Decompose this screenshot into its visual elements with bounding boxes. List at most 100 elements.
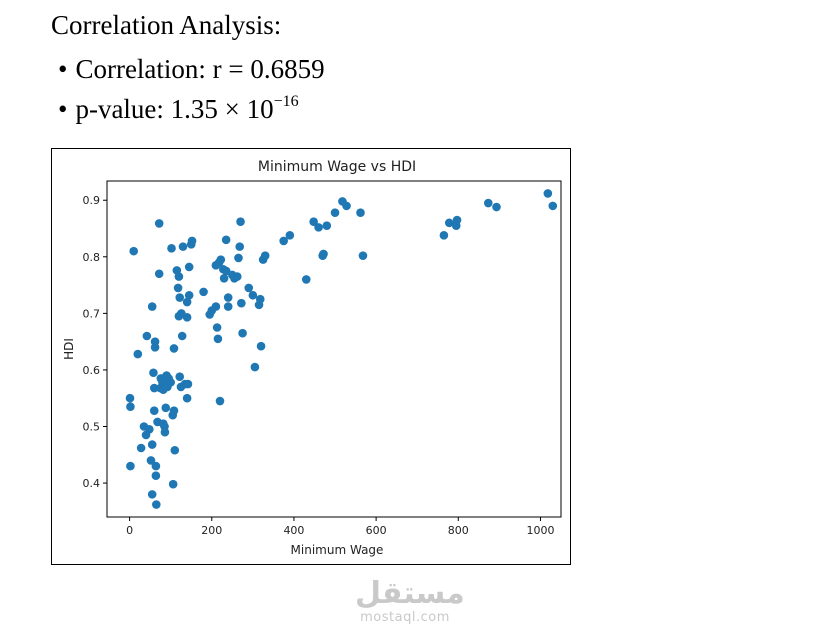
pvalue-bullet: • p-value: 1.35 × 10−16	[58, 93, 299, 125]
y-tick-label: 0.8	[83, 251, 101, 264]
scatter-point	[330, 208, 340, 217]
scatter-point	[319, 249, 328, 259]
correlation-text: Correlation: r = 0.6859	[75, 54, 325, 84]
scatter-point	[152, 500, 161, 509]
scatter-point	[169, 406, 179, 415]
scatter-point	[356, 208, 365, 217]
scatter-point	[125, 393, 135, 403]
scatter-point	[543, 189, 553, 198]
scatter-point	[211, 302, 221, 311]
scatter-point	[358, 251, 368, 260]
scatter-point	[223, 293, 233, 302]
scatter-point	[322, 221, 332, 230]
scatter-point	[184, 262, 194, 272]
scatter-point	[154, 219, 164, 228]
scatter-point	[235, 242, 245, 251]
scatter-point	[492, 202, 501, 212]
scatter-point	[126, 461, 135, 471]
scatter-point	[187, 236, 197, 246]
plot-area	[106, 180, 562, 518]
scatter-point	[237, 298, 246, 308]
scatter-point	[183, 379, 193, 389]
scatter-point	[256, 341, 266, 351]
scatter-point	[236, 217, 245, 227]
scatter-point	[174, 272, 184, 281]
y-tick-label: 0.4	[83, 477, 101, 490]
chart-frame: Minimum Wage vs HDI 0 200 400 600 800 1000 0.…	[51, 148, 571, 565]
scatter-point	[145, 425, 154, 434]
scatter-point	[548, 201, 558, 211]
scatter-point	[221, 235, 231, 245]
scatter-point	[314, 223, 323, 232]
scatter-point	[150, 337, 160, 346]
scatter-point	[244, 283, 254, 293]
scatter-point	[151, 471, 161, 481]
scatter-point	[182, 393, 192, 403]
bullet-dot: •	[58, 94, 68, 124]
scatter-point	[212, 323, 222, 332]
scatter-point	[285, 231, 295, 240]
chart-title: Minimum Wage vs HDI	[258, 159, 416, 175]
scatter-point	[175, 293, 185, 302]
scatter-point	[147, 440, 157, 449]
scatter-point	[232, 272, 242, 281]
scatter-point	[149, 368, 158, 378]
y-tick-label: 0.9	[83, 194, 101, 207]
scatter-point	[154, 269, 164, 279]
scatter-point	[439, 231, 449, 240]
scatter-point	[184, 290, 194, 300]
watermark: مستقل mostaql.com	[355, 578, 465, 626]
y-tick-label: 0.5	[83, 420, 101, 433]
bullet-dot: •	[58, 54, 68, 84]
scatter-point	[178, 242, 188, 251]
scatter-point	[149, 383, 159, 393]
x-axis-ticks: 0 200 400 600 800 1000	[126, 517, 554, 537]
scatter-point	[238, 328, 247, 338]
x-tick-label: 600	[366, 524, 387, 537]
scatter-point	[452, 215, 462, 225]
scatter-point	[234, 253, 243, 263]
scatter-point	[250, 362, 260, 372]
watermark-url: mostaql.com	[360, 610, 450, 625]
scatter-point	[213, 334, 223, 344]
x-tick-label: 200	[201, 524, 222, 537]
scatter-point	[221, 266, 231, 276]
scatter-point	[136, 443, 146, 453]
scatter-point	[142, 331, 152, 341]
pvalue-exponent: −16	[273, 93, 299, 110]
scatter-point	[126, 402, 135, 411]
x-axis-label: Minimum Wage	[291, 543, 384, 557]
scatter-chart: Minimum Wage vs HDI 0 200 400 600 800 1000 0.…	[62, 159, 562, 557]
scatter-point	[169, 344, 179, 353]
scatter-point	[182, 313, 192, 322]
x-tick-label: 400	[283, 524, 304, 537]
y-axis-label: HDI	[62, 338, 76, 360]
scatter-point	[167, 244, 176, 253]
y-tick-label: 0.7	[83, 307, 101, 320]
scatter-point	[215, 396, 225, 406]
scatter-point	[149, 406, 159, 415]
scatter-point	[279, 236, 288, 246]
scatter-point	[161, 403, 171, 413]
scatter-point	[160, 427, 170, 437]
heading: Correlation Analysis:	[51, 10, 282, 40]
scatter-point	[175, 372, 185, 382]
scatter-point	[147, 302, 157, 311]
scatter-point	[342, 201, 351, 211]
scatter-point	[255, 294, 265, 304]
correlation-bullet: • Correlation: r = 0.6859	[58, 54, 325, 85]
scatter-point	[151, 461, 161, 471]
scatter-point	[248, 290, 258, 300]
scatter-point	[199, 287, 208, 297]
scatter-point	[177, 331, 187, 341]
scatter-point	[146, 456, 156, 465]
scatter-point	[260, 251, 270, 260]
scatter-point	[147, 490, 157, 499]
x-tick-label: 0	[126, 524, 133, 537]
scatter-point	[170, 445, 180, 455]
scatter-point	[129, 246, 139, 256]
x-tick-label: 800	[448, 524, 469, 537]
x-tick-label: 1000	[526, 524, 554, 537]
scatter-point	[173, 283, 183, 293]
data-points	[125, 189, 558, 509]
